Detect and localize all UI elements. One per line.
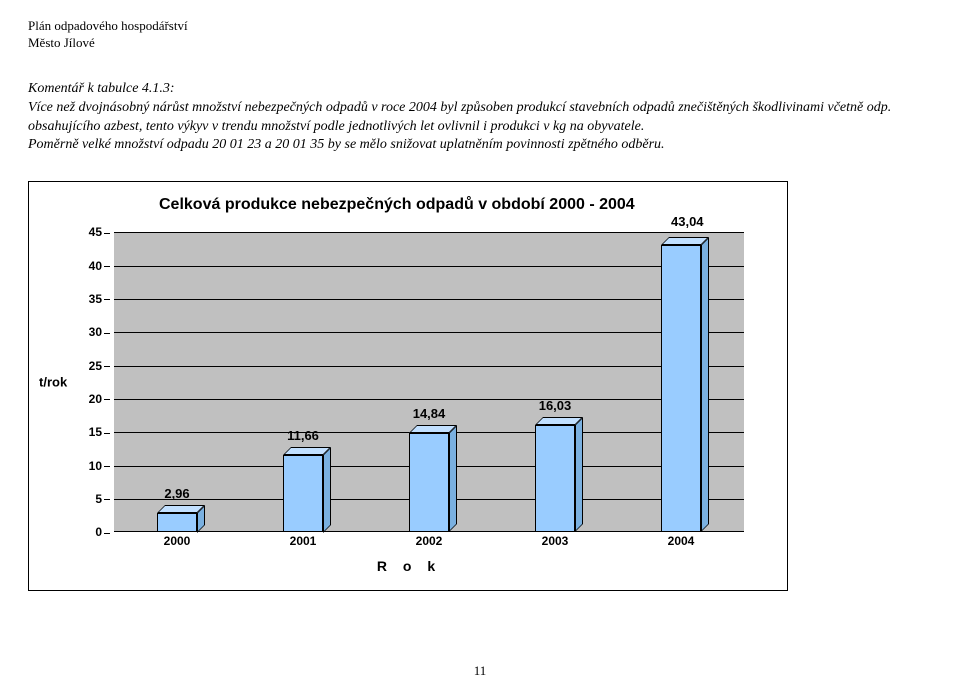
chart-y-tick: 10 bbox=[89, 459, 110, 473]
chart-y-tick: 5 bbox=[95, 492, 110, 506]
chart-plot-area: 2,96 11,66 14,84 16,03 bbox=[114, 232, 744, 532]
chart-bar-side bbox=[701, 237, 709, 532]
chart-bar-side bbox=[575, 417, 583, 532]
chart-bar-top bbox=[157, 505, 205, 513]
chart-bar-front bbox=[283, 455, 323, 533]
chart-y-tick: 20 bbox=[89, 392, 110, 406]
chart-y-axis-label: t/rok bbox=[39, 375, 67, 390]
chart-bar-value-label: 16,03 bbox=[539, 398, 572, 413]
chart-bar bbox=[409, 433, 449, 532]
commentary-p2: Poměrně velké množství odpadu 20 01 23 a… bbox=[28, 136, 928, 155]
commentary-heading: Komentář k tabulce 4.1.3: bbox=[28, 80, 928, 99]
doc-header-line2: Město Jílové bbox=[28, 35, 932, 52]
chart-y-tick: 15 bbox=[89, 425, 110, 439]
chart-y-tick: 30 bbox=[89, 325, 110, 339]
commentary-p1: Více než dvojnásobný nárůst množství neb… bbox=[28, 99, 928, 137]
chart-y-tick: 35 bbox=[89, 292, 110, 306]
chart-x-axis-label: R o k bbox=[29, 558, 789, 574]
chart-bar bbox=[661, 245, 701, 532]
chart-bar-front bbox=[661, 245, 701, 532]
chart-bar bbox=[535, 425, 575, 532]
chart-max-value-label: 43,04 bbox=[671, 214, 704, 229]
chart-x-tick: 2000 bbox=[164, 534, 191, 548]
chart-y-tick: 25 bbox=[89, 359, 110, 373]
chart-x-tick: 2003 bbox=[542, 534, 569, 548]
chart-y-tick: 45 bbox=[89, 225, 110, 239]
chart-x-ticks: 2000 2001 2002 2003 2004 bbox=[114, 534, 744, 554]
chart-bar-side bbox=[323, 447, 331, 533]
chart-bar-top bbox=[283, 447, 331, 455]
chart-x-tick: 2004 bbox=[668, 534, 695, 548]
chart-bars: 2,96 11,66 14,84 16,03 bbox=[114, 232, 744, 532]
chart-x-tick: 2002 bbox=[416, 534, 443, 548]
chart-container: Celková produkce nebezpečných odpadů v o… bbox=[28, 181, 788, 591]
chart-bar-value-label: 2,96 bbox=[164, 486, 189, 501]
chart-title: Celková produkce nebezpečných odpadů v o… bbox=[159, 196, 635, 214]
commentary-block: Komentář k tabulce 4.1.3: Více než dvojn… bbox=[28, 80, 928, 156]
chart-y-tick: 0 bbox=[95, 525, 110, 539]
page-number: 11 bbox=[0, 663, 960, 679]
chart-bar-front bbox=[409, 433, 449, 532]
chart-bar-front bbox=[535, 425, 575, 532]
chart-bar-value-label: 14,84 bbox=[413, 406, 446, 421]
chart-x-axis-line bbox=[114, 531, 744, 532]
chart-y-ticks: 051015202530354045 bbox=[84, 232, 110, 532]
chart-x-tick: 2001 bbox=[290, 534, 317, 548]
chart-bar bbox=[283, 455, 323, 533]
doc-header-line1: Plán odpadového hospodářství bbox=[28, 18, 932, 35]
chart-bar-front bbox=[157, 513, 197, 533]
chart-bar-value-label: 11,66 bbox=[287, 428, 319, 443]
chart-bar-side bbox=[449, 425, 457, 532]
chart-y-tick: 40 bbox=[89, 259, 110, 273]
chart-bar bbox=[157, 513, 197, 533]
